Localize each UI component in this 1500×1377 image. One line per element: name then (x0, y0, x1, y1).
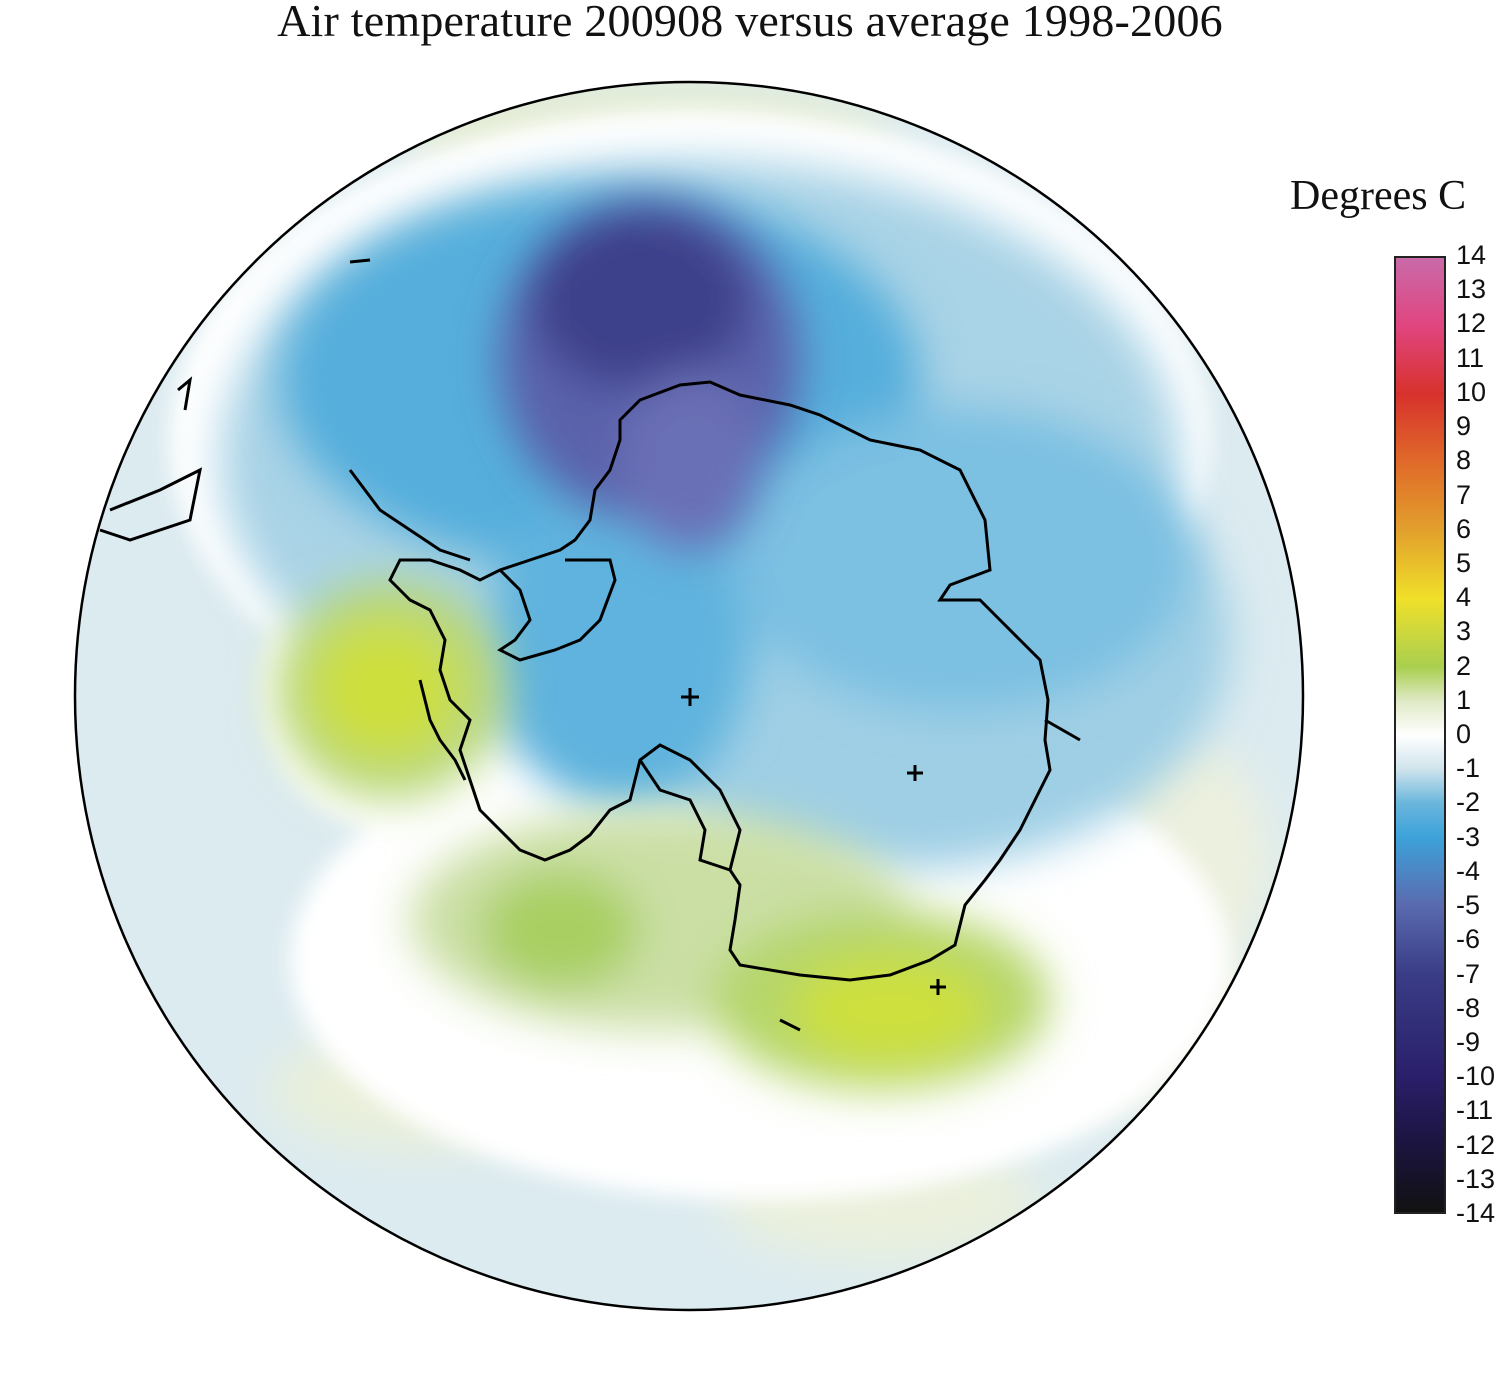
legend-tick-label: -6 (1456, 924, 1481, 955)
legend-tick-label: 4 (1456, 582, 1472, 613)
legend-tick-label: 12 (1456, 308, 1487, 339)
legend-tick-label: -13 (1456, 1163, 1496, 1194)
legend-tick-label: 10 (1456, 376, 1487, 407)
legend-tick-label: -14 (1456, 1198, 1496, 1228)
legend-tick-label: -3 (1456, 821, 1481, 852)
legend-tick-label: 3 (1456, 616, 1472, 647)
legend-tick-label: 8 (1456, 445, 1472, 476)
legend-tick-label: 11 (1456, 342, 1485, 373)
legend-tick-label: -7 (1456, 958, 1481, 989)
map-title: Air temperature 200908 versus average 19… (277, 0, 1223, 46)
legend-tick-label: -8 (1456, 992, 1481, 1023)
legend-tick-label: 2 (1456, 650, 1472, 681)
legend-tick-label: -2 (1456, 787, 1481, 818)
legend-tick-label: 9 (1456, 411, 1472, 442)
legend-tick-label: -1 (1456, 753, 1481, 784)
legend-tick-label: 5 (1456, 547, 1472, 578)
pole-marker (681, 688, 699, 706)
legend-tick-label: -11 (1456, 1095, 1494, 1126)
station-marker (930, 979, 946, 995)
legend-tick-label: -12 (1456, 1129, 1496, 1160)
legend-tick-label: 6 (1456, 513, 1472, 544)
legend-tick-label: -5 (1456, 890, 1481, 921)
legend-tick-label: 0 (1456, 719, 1472, 749)
legend-tick-label: 7 (1456, 479, 1472, 510)
legend-tick-label: -4 (1456, 855, 1481, 886)
station-marker (907, 765, 923, 781)
coastline (99, 258, 1081, 1032)
legend-tick-label: -10 (1456, 1061, 1496, 1092)
legend-tick-label: 1 (1456, 684, 1472, 715)
legend-tick-label: 14 (1456, 240, 1487, 270)
legend-tick-label: -9 (1456, 1026, 1481, 1057)
map-boundary-circle (73, 80, 1305, 1312)
plus-markers (681, 688, 946, 995)
legend-unit-label: Degrees C (1290, 173, 1467, 219)
legend-tick-label: 13 (1456, 274, 1487, 305)
color-scale-bar (1394, 256, 1446, 1214)
